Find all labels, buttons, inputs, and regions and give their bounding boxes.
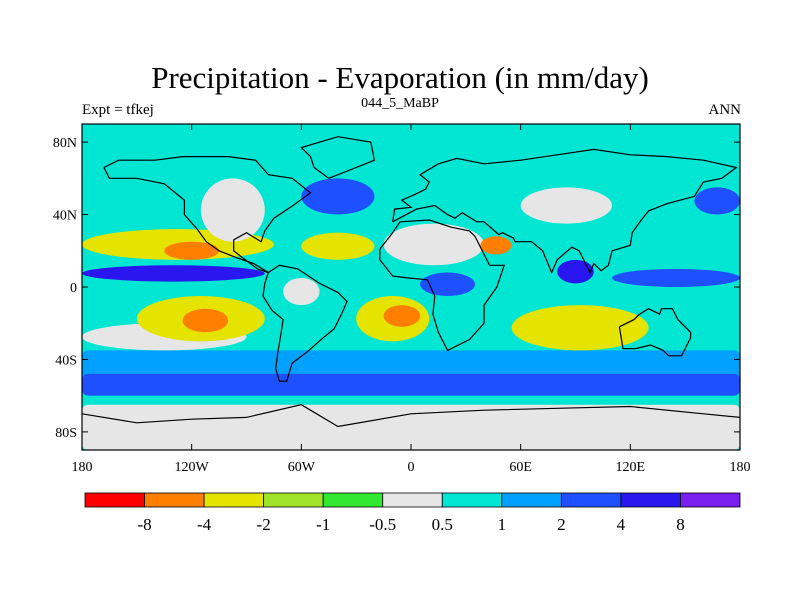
colorbar-box xyxy=(501,492,562,508)
colorbar-box xyxy=(84,492,145,508)
x-tick-label: 180 xyxy=(72,460,93,475)
coastline-4 xyxy=(618,308,692,357)
x-tick-label: 60E xyxy=(509,460,532,475)
y-tick-label: 80N xyxy=(53,136,77,151)
region-north-pacific-orange xyxy=(164,241,220,260)
region-arabia-orange xyxy=(480,236,512,255)
region-north-africa-gray xyxy=(383,223,485,266)
colorbar: -8 -4 -2 -1 -0.5 0.5 1 2 4 8 xyxy=(84,492,741,534)
colorbar-box xyxy=(382,492,443,508)
coastline-1 xyxy=(262,264,348,382)
x-tick-label: 180 xyxy=(730,460,751,475)
region-central-africa-blue xyxy=(420,272,475,297)
region-north-atlantic-storm xyxy=(301,178,375,215)
x-tick-label: 120W xyxy=(175,460,210,475)
y-tick-label: 80S xyxy=(55,426,77,441)
colorbar-label: -2 xyxy=(257,515,271,534)
experiment-label: Expt = tfkej xyxy=(82,102,154,118)
colorbar-box xyxy=(263,492,324,508)
region-antarctica-gray xyxy=(82,404,740,450)
region-southern-ocean-deep-blue xyxy=(82,373,740,396)
colorbar-label: 1 xyxy=(498,515,507,534)
field-background xyxy=(82,124,740,450)
colorbar-label: -4 xyxy=(197,515,212,534)
region-north-america-gray xyxy=(200,178,265,242)
region-north-pacific-storm xyxy=(694,187,740,215)
coastline-2 xyxy=(379,219,506,352)
colorbar-box xyxy=(441,492,503,508)
colorbar-label: 2 xyxy=(557,515,566,534)
axis-ticks: 180 120W 60W 0 60E 120E 180 80N 40N 0 40S 80S xyxy=(53,124,751,475)
region-amazon-gray xyxy=(283,277,320,306)
region-north-atlantic-yellow xyxy=(301,232,375,260)
coastline-6 xyxy=(300,136,376,179)
coastline-3 xyxy=(392,148,738,275)
colorbar-label: 4 xyxy=(617,515,626,534)
region-south-indian-yellow xyxy=(511,305,649,351)
plot-title: Precipitation - Evaporation (in mm/day) xyxy=(151,60,649,95)
region-itcz-pacific xyxy=(82,265,265,282)
y-tick-label: 0 xyxy=(70,281,77,296)
coastline-layer xyxy=(82,136,740,428)
region-eurasia-gray xyxy=(520,187,613,224)
colorbar-box xyxy=(680,492,741,508)
colorbar-box xyxy=(620,492,681,508)
region-south-atlantic-orange xyxy=(383,305,421,327)
colorbar-box xyxy=(203,492,265,508)
coastline-5 xyxy=(82,404,740,428)
y-tick-label: 40N xyxy=(53,209,77,224)
colorbar-box xyxy=(322,492,384,508)
colorbar-box xyxy=(144,492,205,508)
x-tick-label: 0 xyxy=(408,460,415,475)
colorbar-label: -8 xyxy=(137,515,151,534)
colorbar-label: -0.5 xyxy=(369,515,396,534)
x-tick-label: 60W xyxy=(288,460,316,475)
colorbar-box xyxy=(560,492,622,508)
colorbar-label: 0.5 xyxy=(432,515,453,534)
y-tick-label: 40S xyxy=(55,353,77,368)
colorbar-label: -1 xyxy=(316,515,330,534)
plot-subtitle: 044_5_MaBP xyxy=(361,96,439,111)
x-tick-label: 120E xyxy=(616,460,646,475)
coastline-0 xyxy=(103,156,312,274)
colorbar-label: 8 xyxy=(676,515,685,534)
region-india-bay-purple xyxy=(557,259,594,284)
precip-field xyxy=(82,124,740,450)
region-south-pacific-orange xyxy=(182,308,229,333)
season-label: ANN xyxy=(708,102,742,118)
region-itcz-pacific-west xyxy=(612,268,740,288)
